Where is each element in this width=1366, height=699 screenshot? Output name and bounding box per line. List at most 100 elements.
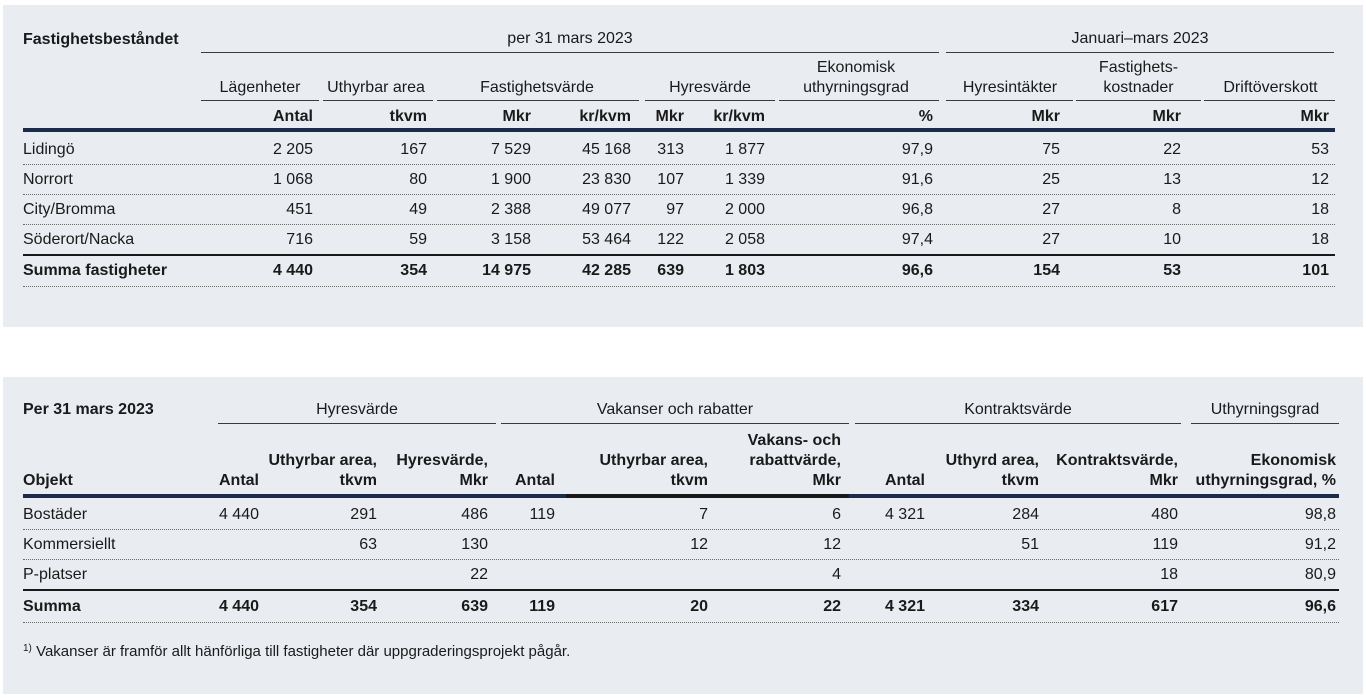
- table-cell: 4 440: [218, 506, 259, 523]
- group-header-kontraktsvarde: Kontraktsvärde: [964, 401, 1072, 418]
- table-cell: 22: [1163, 141, 1181, 158]
- table-cell: 23 830: [582, 171, 631, 188]
- table-cell: 4 321: [884, 506, 925, 523]
- table-title: Fastighetsbeståndet: [23, 31, 179, 48]
- col-header-antal: Antal: [515, 472, 555, 489]
- group-header-uthyrningsgrad: Uthyrningsgrad: [1210, 401, 1320, 418]
- group-rule: [201, 52, 939, 53]
- unit-percent: %: [918, 108, 933, 125]
- col-header-uthyrd-area: Uthyrd area,: [945, 452, 1039, 469]
- col-header-vakans-och: Vakans- och: [747, 432, 841, 449]
- total-cell: 334: [1012, 598, 1039, 615]
- table-cell: 2 388: [490, 201, 531, 218]
- header-rule: [437, 100, 639, 101]
- group-rule: [855, 423, 1181, 424]
- row-separator: [23, 164, 1335, 165]
- col-header-hyresintakter: Hyresintäkter: [962, 79, 1058, 96]
- table-cell: 22: [470, 566, 488, 583]
- header-rule: [1076, 100, 1201, 101]
- unit-tkvm: tkvm: [389, 108, 427, 125]
- col-header-mkr: Mkr: [812, 472, 841, 489]
- table-cell: 91,2: [1304, 536, 1336, 553]
- col-header-lagenheter: Lägenheter: [219, 79, 301, 96]
- table-cell: 49: [409, 201, 427, 218]
- total-divider: [23, 254, 1335, 256]
- col-header-ekonomisk: Ekonomisk: [1250, 452, 1336, 469]
- col-header-kostnader: kostnader: [1103, 79, 1174, 96]
- footnote: 1) Vakanser är framför allt hänförliga t…: [23, 639, 570, 662]
- header-rule: [323, 100, 433, 101]
- row-label: P-platser: [23, 566, 88, 583]
- header-rule: [1204, 100, 1335, 101]
- group-rule: [946, 52, 1334, 53]
- col-header-tkvm: tkvm: [339, 472, 377, 489]
- group-header-hyresvarde: Hyresvärde: [316, 401, 398, 418]
- total-cell: 101: [1302, 262, 1329, 279]
- col-header-mkr: Mkr: [1149, 472, 1178, 489]
- table-cell: 451: [286, 201, 313, 218]
- unit-mkr: Mkr: [1300, 108, 1329, 125]
- header-rule: [779, 100, 939, 101]
- row-separator: [23, 224, 1335, 225]
- table-cell: 1 900: [490, 171, 531, 188]
- table-cell: 7 529: [490, 141, 531, 158]
- col-header-rabattvarde: rabattvärde,: [749, 452, 841, 469]
- table-cell: 49 077: [582, 201, 631, 218]
- col-header-tkvm: tkvm: [670, 472, 708, 489]
- total-divider: [23, 589, 1339, 591]
- row-separator: [23, 529, 1339, 530]
- table-cell: 75: [1042, 141, 1060, 158]
- table-cell: 98,8: [1304, 506, 1336, 523]
- table-cell: 53 464: [582, 231, 631, 248]
- total-label: Summa fastigheter: [23, 262, 168, 279]
- table-cell: 1 877: [724, 141, 765, 158]
- property-portfolio-panel: Fastighetsbeståndet per 31 mars 2023 Jan…: [3, 5, 1363, 327]
- col-header-fastighets: Fastighets-: [1098, 59, 1179, 76]
- unit-antal: Antal: [273, 108, 313, 125]
- total-cell: 20: [690, 598, 708, 615]
- unit-mkr: Mkr: [1152, 108, 1181, 125]
- table-cell: 7: [699, 506, 708, 523]
- row-label: Söderort/Nacka: [23, 231, 135, 248]
- total-cell: 154: [1033, 262, 1060, 279]
- group-header-januari-mars: Januari–mars 2023: [1071, 30, 1209, 47]
- total-cell: 96,6: [901, 262, 933, 279]
- total-cell: 14 975: [482, 262, 531, 279]
- table-cell: 1 068: [272, 171, 313, 188]
- total-label: Summa: [23, 598, 81, 615]
- col-header-ekonomisk: Ekonomisk: [816, 59, 896, 76]
- col-header-antal: Antal: [219, 472, 259, 489]
- total-cell: 617: [1151, 598, 1178, 615]
- total-cell: 4 321: [884, 598, 925, 615]
- row-separator: [23, 559, 1339, 560]
- col-header-antal: Antal: [885, 472, 925, 489]
- col-header-uthyrningsgrad: uthyrningsgrad: [803, 79, 909, 96]
- col-header-uthyrbar-area: Uthyrbar area,: [268, 452, 378, 469]
- table-cell: 119: [1152, 536, 1178, 553]
- unit-mkr: Mkr: [655, 108, 684, 125]
- total-cell: 4 440: [272, 262, 313, 279]
- col-header-driftoverskott: Driftöverskott: [1223, 79, 1318, 96]
- col-header-fastighetsvarde: Fastighetsvärde: [480, 79, 594, 96]
- group-rule: [501, 423, 849, 424]
- total-cell: 53: [1163, 262, 1181, 279]
- table-cell: 284: [1012, 506, 1039, 523]
- total-cell: 22: [823, 598, 841, 615]
- header-divider: [23, 128, 1335, 132]
- col-header-uthyrningsgrad: uthyrningsgrad, %: [1195, 472, 1336, 489]
- table-cell: 2 058: [724, 231, 765, 248]
- table-cell: 97,4: [901, 231, 933, 248]
- unit-kr-kvm: kr/kvm: [713, 108, 765, 125]
- table-title: Per 31 mars 2023: [23, 401, 154, 418]
- footnote-text: Vakanser är framför allt hänförliga till…: [36, 643, 571, 660]
- table-cell: 480: [1151, 506, 1178, 523]
- footnote-marker: 1): [23, 643, 32, 654]
- total-cell: 639: [657, 262, 684, 279]
- total-cell: 639: [461, 598, 488, 615]
- table-cell: 59: [409, 231, 427, 248]
- header-rule: [201, 100, 319, 101]
- col-header-hyresvarde: Hyresvärde: [669, 79, 751, 96]
- table-cell: 25: [1042, 171, 1060, 188]
- table-cell: 80: [409, 171, 427, 188]
- table-cell: 313: [657, 141, 684, 158]
